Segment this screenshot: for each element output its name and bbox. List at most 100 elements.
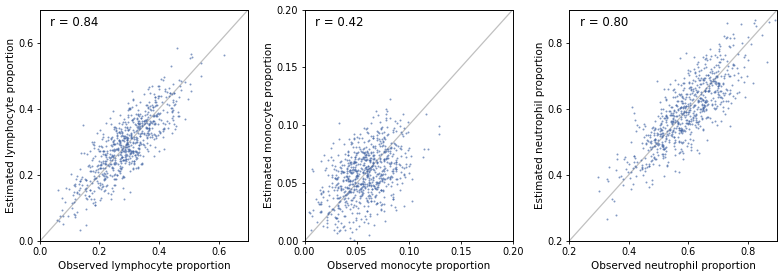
Point — [716, 96, 728, 100]
Point — [161, 95, 173, 99]
Point — [677, 80, 689, 85]
Point — [675, 117, 687, 121]
Point — [697, 107, 709, 111]
Point — [142, 110, 154, 114]
Point — [119, 157, 132, 161]
Point — [682, 122, 695, 126]
Point — [93, 181, 106, 185]
Point — [717, 93, 730, 97]
Point — [715, 99, 727, 104]
Point — [366, 136, 379, 141]
Point — [738, 55, 750, 60]
Point — [384, 175, 396, 179]
Point — [629, 155, 641, 160]
Point — [366, 134, 379, 138]
Point — [606, 197, 619, 202]
Point — [713, 83, 725, 88]
Point — [666, 134, 679, 139]
Point — [659, 134, 672, 138]
Point — [99, 188, 111, 193]
Point — [673, 126, 686, 130]
Point — [161, 119, 174, 123]
Point — [658, 147, 670, 151]
Point — [687, 93, 700, 97]
Point — [721, 68, 734, 72]
Point — [344, 226, 356, 230]
Point — [99, 153, 111, 157]
Point — [697, 93, 709, 97]
Point — [378, 163, 391, 168]
Point — [695, 90, 707, 94]
Point — [731, 91, 743, 95]
Point — [132, 165, 144, 170]
Point — [336, 169, 348, 173]
Point — [696, 109, 709, 114]
Point — [334, 160, 346, 164]
Point — [353, 168, 366, 173]
Point — [697, 106, 709, 110]
Point — [158, 122, 171, 126]
Point — [314, 188, 327, 193]
Point — [357, 175, 370, 180]
Point — [88, 140, 100, 144]
Point — [341, 175, 353, 179]
Point — [669, 118, 682, 122]
Point — [132, 125, 145, 129]
Point — [698, 89, 711, 93]
Point — [355, 185, 368, 189]
Point — [121, 141, 133, 145]
Point — [149, 104, 161, 109]
Point — [361, 153, 373, 157]
Point — [704, 78, 716, 82]
Point — [125, 117, 138, 122]
Point — [88, 197, 100, 201]
Point — [395, 170, 407, 175]
Point — [99, 155, 112, 159]
Point — [107, 147, 120, 152]
Point — [630, 165, 643, 170]
Point — [69, 184, 81, 189]
Point — [337, 141, 350, 146]
Point — [684, 92, 697, 97]
Point — [664, 127, 677, 131]
Point — [667, 95, 680, 99]
Point — [157, 78, 170, 82]
Point — [641, 148, 654, 153]
Point — [700, 65, 713, 70]
Point — [107, 142, 120, 147]
Point — [625, 187, 637, 191]
Point — [157, 134, 169, 139]
Point — [712, 63, 724, 67]
Point — [132, 119, 144, 124]
Point — [366, 160, 379, 165]
Point — [368, 153, 381, 157]
Point — [69, 213, 81, 217]
Point — [639, 124, 651, 128]
Point — [323, 184, 335, 188]
Point — [711, 75, 723, 79]
Point — [132, 121, 144, 125]
Point — [720, 99, 732, 104]
Point — [687, 111, 699, 115]
Point — [321, 215, 334, 219]
Point — [710, 104, 723, 109]
Point — [70, 210, 83, 214]
Point — [107, 173, 120, 178]
Point — [138, 119, 150, 123]
Point — [640, 165, 653, 170]
Point — [388, 161, 400, 165]
Point — [348, 161, 361, 165]
Point — [697, 77, 709, 82]
Point — [381, 155, 394, 160]
Point — [381, 109, 394, 113]
Point — [704, 57, 716, 61]
Point — [87, 142, 99, 146]
Point — [129, 153, 142, 158]
Point — [95, 166, 107, 170]
Point — [708, 71, 720, 75]
Point — [118, 148, 131, 152]
Point — [69, 182, 81, 186]
Point — [698, 88, 711, 92]
Point — [390, 148, 402, 152]
Point — [364, 156, 377, 160]
